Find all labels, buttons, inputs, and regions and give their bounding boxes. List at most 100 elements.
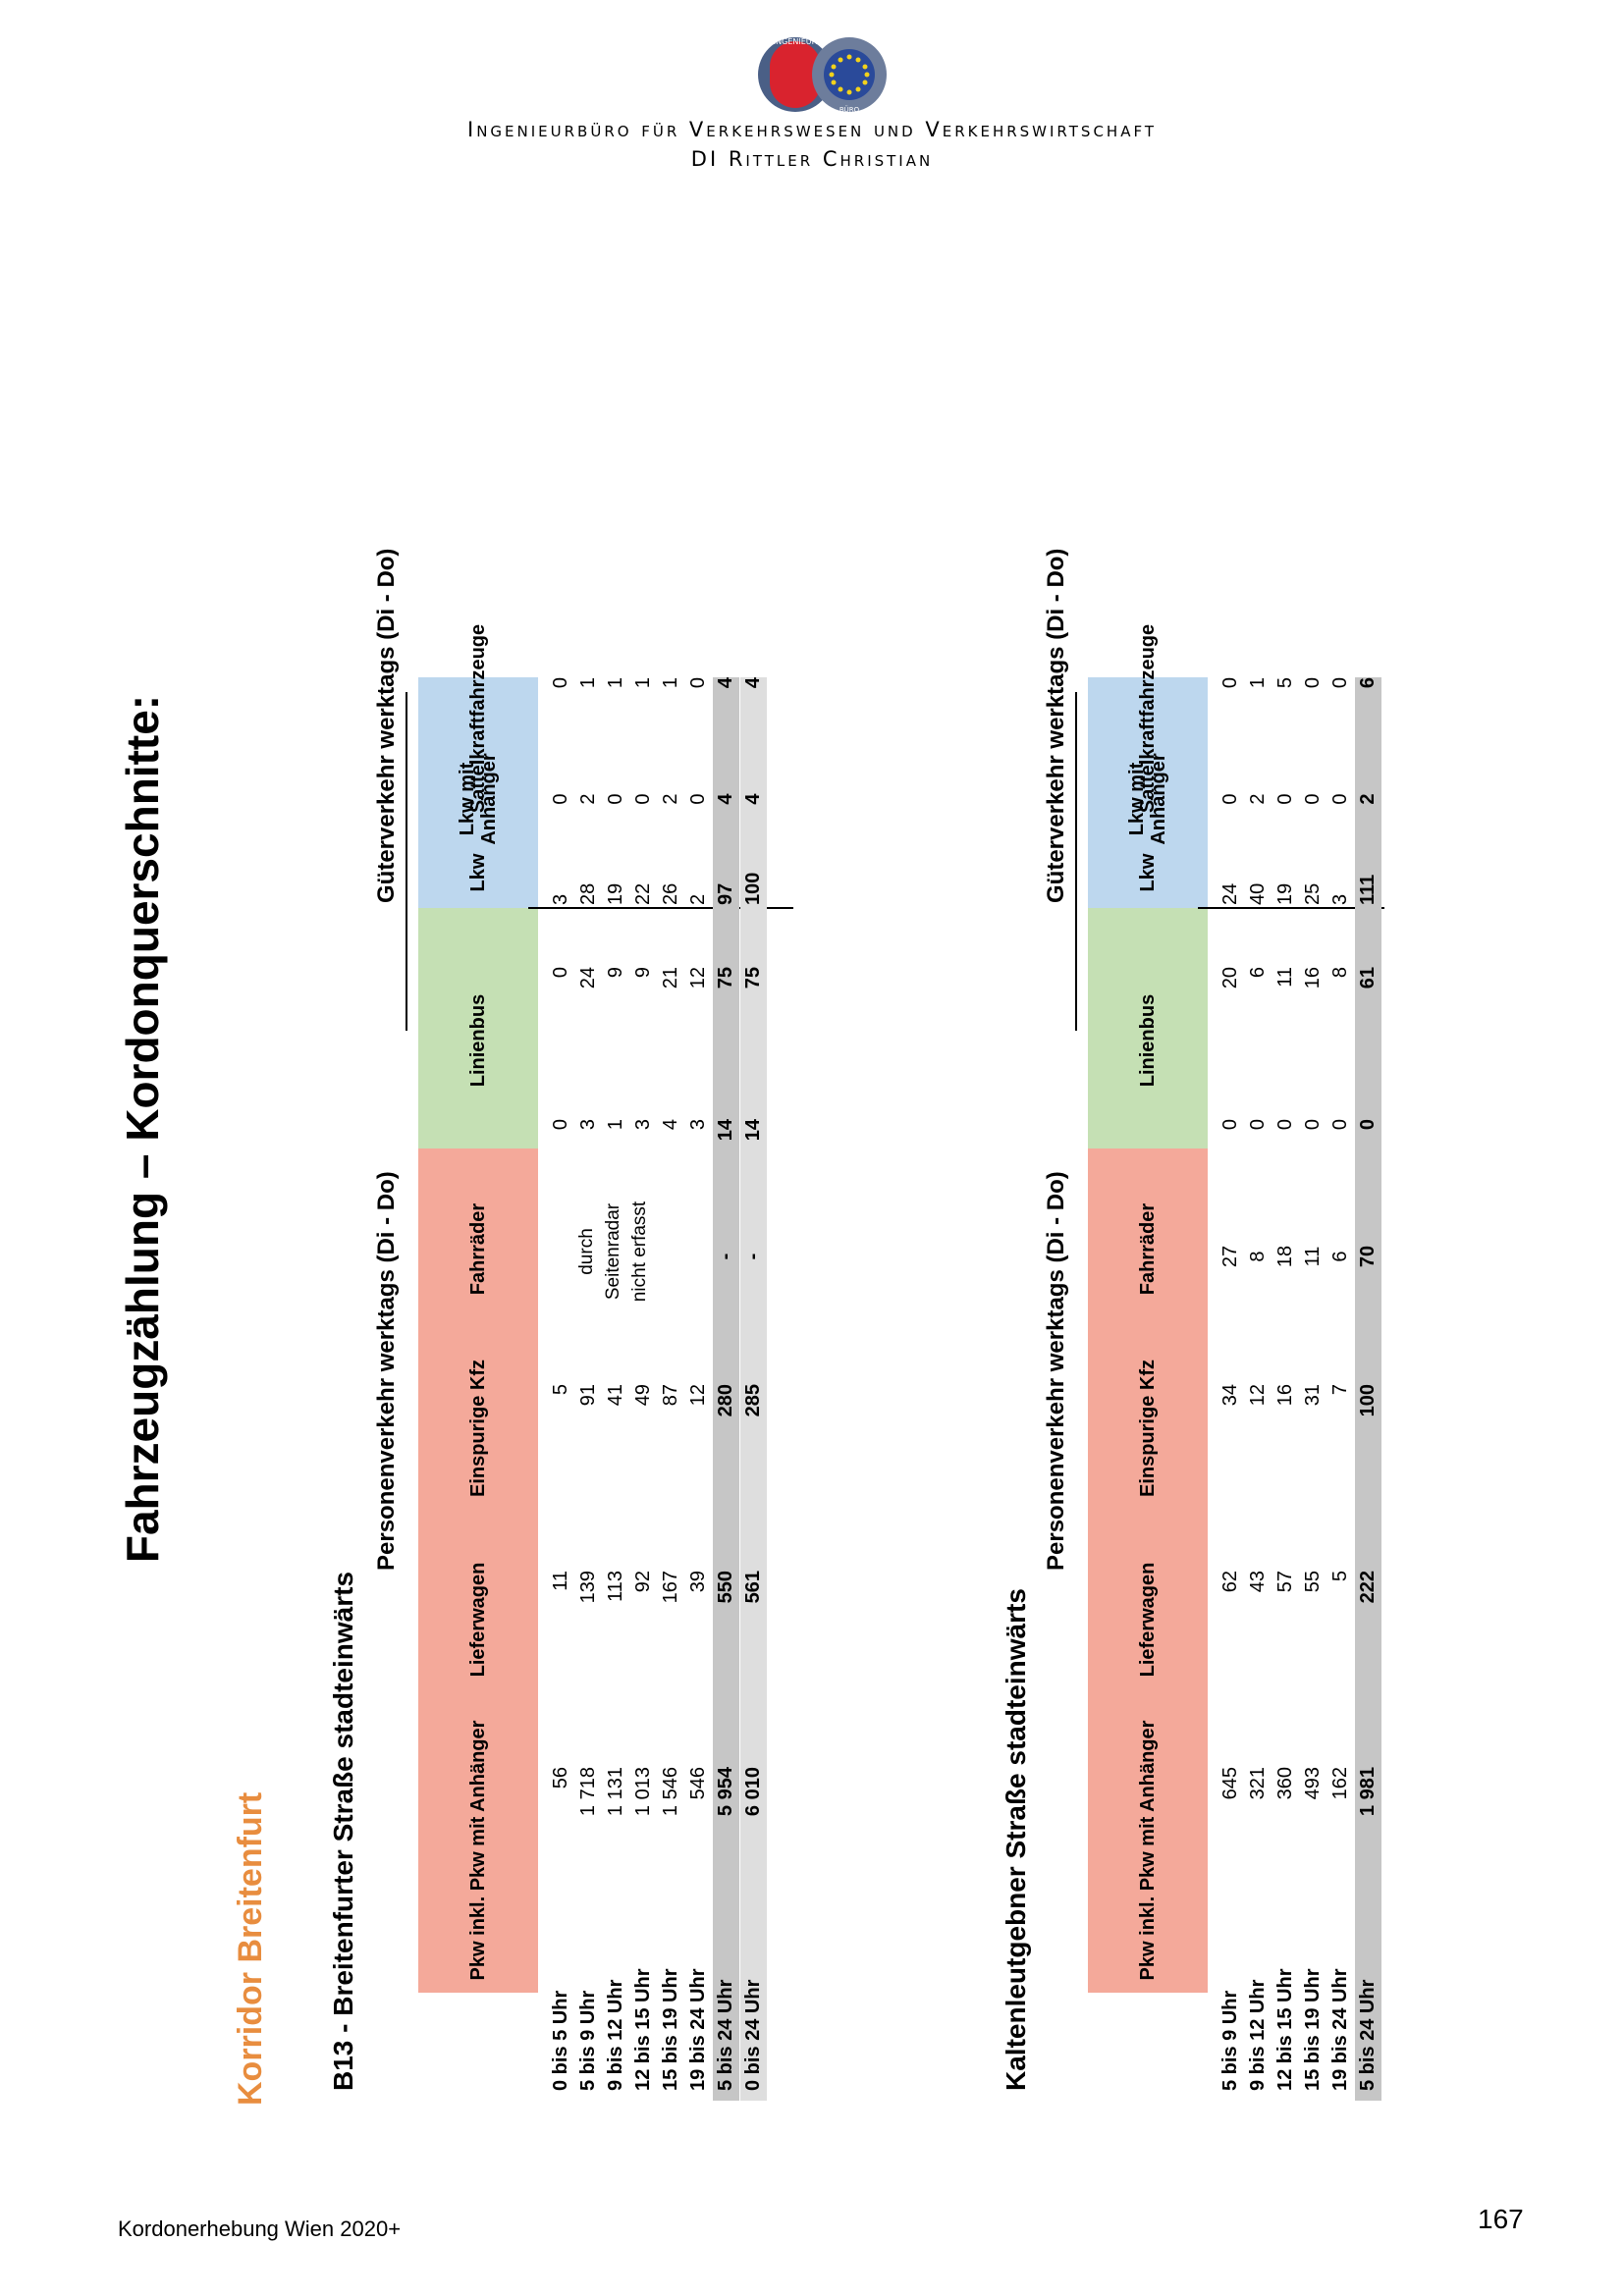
cell-sattel: 0: [687, 677, 709, 689]
table-row: 5 bis 24 Uhr 5 954 550 280 - 14 75 97 4 4: [713, 677, 739, 2101]
row-label: 5 bis 9 Uhr: [577, 1990, 599, 2091]
cell-linienbus: 16: [1302, 967, 1324, 989]
cell-sattel: 1: [1247, 677, 1269, 689]
table-row: 12 bis 15 Uhr 360 57 16 18 0 11 19 0 5: [1272, 677, 1299, 2101]
cell-pkw: 645: [1219, 1767, 1241, 1800]
cell-lkw-anh: 0: [605, 793, 626, 805]
cell-pkw: 1 131: [605, 1767, 626, 1817]
cell-lkw-anh: 2: [1247, 793, 1269, 805]
table-row: 0 bis 5 Uhr 56 11 5 0 0 3 0 0: [548, 677, 574, 2101]
firm-logo: INGENIEUR BÜRO: [758, 37, 887, 114]
cell-reisebus: 3: [577, 1119, 599, 1131]
table2-col-fahrraeder: Fahrräder: [1137, 1202, 1159, 1296]
row-label: 5 bis 24 Uhr: [715, 1979, 736, 2091]
cell-lkw: 25: [1302, 882, 1324, 905]
cell-lieferwagen: 167: [660, 1571, 681, 1604]
cell-lkw-anh: 2: [577, 793, 599, 805]
cell-linienbus: 21: [660, 967, 681, 989]
row-label: 5 bis 24 Uhr: [1357, 1979, 1379, 2091]
cell-lkw: 2: [687, 893, 709, 905]
table-row: 5 bis 9 Uhr 645 62 34 27 0 20 24 0 0: [1218, 677, 1244, 2101]
cell-sattel: 5: [1274, 677, 1296, 689]
cell-reisebus: 14: [742, 1119, 764, 1142]
cell-einspurig: 87: [660, 1384, 681, 1407]
cell-einspurig: 285: [742, 1384, 764, 1417]
cell-linienbus: 75: [742, 967, 764, 989]
cell-lieferwagen: 550: [715, 1571, 736, 1604]
cell-linienbus: 11: [1274, 967, 1296, 988]
cell-lieferwagen: 5: [1329, 1571, 1351, 1582]
cell-sattel: 1: [632, 677, 654, 689]
cell-fahrraeder: 8: [1247, 1251, 1269, 1262]
cell-reisebus: 3: [632, 1119, 654, 1131]
cell-lieferwagen: 39: [687, 1571, 709, 1593]
cell-pkw: 1 546: [660, 1767, 681, 1817]
cell-lieferwagen: 222: [1357, 1571, 1379, 1604]
footer-text: Kordonerhebung Wien 2020+: [118, 2216, 402, 2241]
cell-lkw-anh: 0: [632, 793, 654, 805]
cell-linienbus: 6: [1247, 967, 1269, 979]
table-row: 9 bis 12 Uhr 1 131 113 41 1 9 19 0 1: [603, 677, 629, 2101]
table1-col-fahrraeder: Fahrräder: [467, 1202, 489, 1296]
page-title: Fahrzeugzählung – Kordonquerschnitte:: [117, 694, 168, 1564]
cell-reisebus: 0: [1274, 1119, 1296, 1131]
cell-einspurig: 100: [1357, 1384, 1379, 1417]
cell-lkw: 19: [605, 882, 626, 905]
cell-lkw: 40: [1247, 882, 1269, 905]
cell-linienbus: 61: [1357, 967, 1379, 989]
cell-reisebus: 0: [550, 1119, 571, 1131]
cell-linienbus: 9: [605, 967, 626, 979]
cell-sattel: 4: [715, 677, 736, 689]
cell-fahrraeder: 27: [1219, 1245, 1241, 1268]
cell-fahrraeder: [658, 1178, 684, 1335]
table-row: 5 bis 9 Uhr 1 718 139 91 3 24 28 2 1: [575, 677, 602, 2101]
cell-sattel: 0: [550, 677, 571, 689]
cell-einspurig: 12: [687, 1384, 709, 1407]
cell-fahrraeder: [575, 1178, 602, 1335]
cell-lkw: 26: [660, 882, 681, 905]
table1-group-personal: Personenverkehr werktags (Di - Do): [373, 1171, 400, 1571]
table-row: 0 bis 24 Uhr 6 010 561 285 - 14 75 100 4 4: [740, 677, 767, 2101]
table-row: 19 bis 24 Uhr 162 5 7 6 0 8 3 0 0: [1327, 677, 1354, 2101]
cell-einspurig: 91: [577, 1384, 599, 1407]
cell-sattel: 1: [605, 677, 626, 689]
table1-col-lieferwagen: Lieferwagen: [467, 1562, 489, 1678]
cell-reisebus: 0: [1357, 1119, 1379, 1131]
firm-owner: DI Rittler Christian: [690, 147, 934, 171]
cell-linienbus: 24: [577, 967, 599, 989]
cell-pkw: 546: [687, 1767, 709, 1800]
cell-fahrraeder: [548, 1178, 574, 1335]
cell-lkw-anh: 2: [1357, 793, 1379, 805]
cell-lkw: 100: [742, 872, 764, 905]
table-row: 15 bis 19 Uhr 493 55 31 11 0 16 25 0 0: [1300, 677, 1326, 2101]
cell-reisebus: 0: [1247, 1119, 1269, 1131]
table1-group-goods: Güterverkehr werktags (Di - Do): [373, 548, 400, 903]
cell-lkw-anh: 0: [550, 793, 571, 805]
cell-einspurig: 280: [715, 1384, 736, 1417]
cell-linienbus: 12: [687, 967, 709, 989]
table-row: 9 bis 12 Uhr 321 43 12 8 0 6 40 2 1: [1245, 677, 1272, 2101]
cell-lkw: 3: [1329, 893, 1351, 905]
cell-lkw: 24: [1219, 882, 1241, 905]
cell-fahrraeder: -: [715, 1253, 736, 1260]
cell-lkw-anh: 0: [1302, 793, 1324, 805]
cell-pkw: 1 718: [577, 1767, 599, 1817]
table2-col-lieferwagen: Lieferwagen: [1137, 1562, 1159, 1678]
table2-col-pkw: Pkw inkl. Pkw mit Anhänger: [1137, 1720, 1159, 1981]
cell-fahrraeder: 11: [1302, 1246, 1324, 1267]
cell-lkw: 111: [1357, 874, 1379, 905]
cell-lieferwagen: 113: [605, 1571, 626, 1602]
cell-reisebus: 1: [605, 1119, 626, 1131]
cell-pkw: 493: [1302, 1767, 1324, 1800]
cell-lkw-anh: 0: [1329, 793, 1351, 805]
cell-lkw-anh: 0: [687, 793, 709, 805]
corridor-heading: Korridor Breitenfurt: [232, 1791, 269, 2106]
cell-lkw-anh: 0: [1219, 793, 1241, 805]
cell-lieferwagen: 62: [1219, 1571, 1241, 1593]
table2-col-linienbus: Linienbus: [1137, 993, 1159, 1088]
cell-sattel: 0: [1302, 677, 1324, 689]
cell-linienbus: 20: [1219, 967, 1241, 989]
cell-pkw: 1 013: [632, 1767, 654, 1817]
row-label: 9 bis 12 Uhr: [605, 1979, 626, 2091]
cell-pkw: 162: [1329, 1767, 1351, 1800]
